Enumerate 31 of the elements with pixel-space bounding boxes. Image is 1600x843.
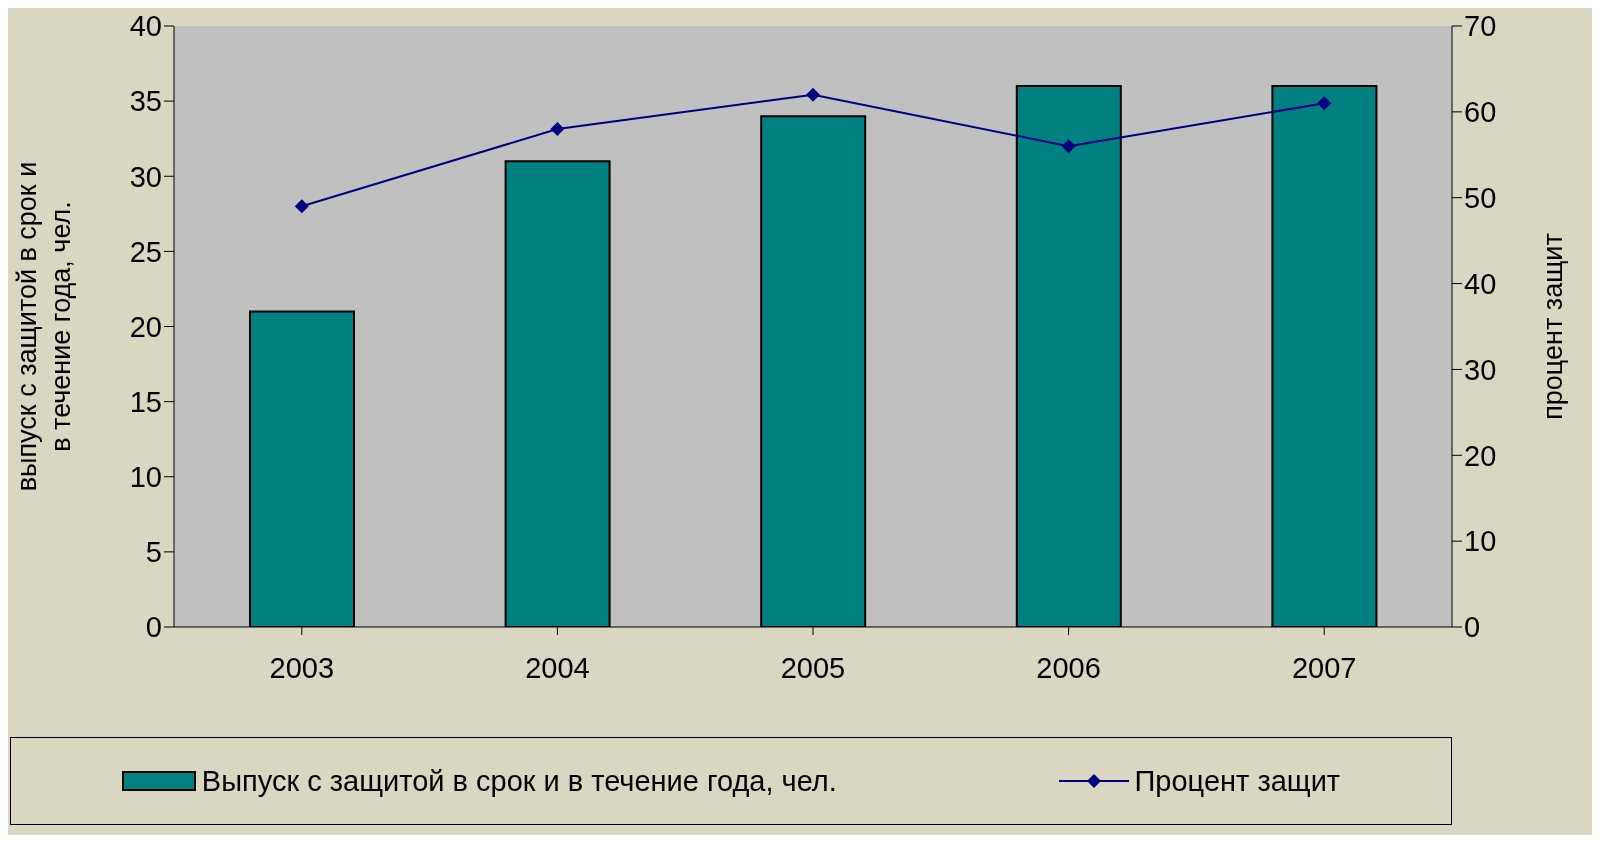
- y2-tick-label: 40: [1464, 267, 1497, 300]
- y2-tick-label: 60: [1464, 96, 1497, 129]
- x-tick-label: 2003: [269, 651, 335, 684]
- y2-axis-title: процент защит: [1538, 233, 1568, 420]
- y-tick-label: 30: [129, 160, 162, 193]
- legend-label: Процент защит: [1134, 764, 1341, 798]
- y-tick-label: 5: [145, 536, 162, 569]
- y2-tick-label: 50: [1464, 182, 1497, 215]
- y-tick-label: 35: [129, 85, 162, 118]
- y2-tick-label: 0: [1464, 611, 1481, 644]
- y-tick-label: 10: [129, 461, 162, 494]
- point: [806, 87, 820, 102]
- x-tick-label: 2004: [525, 651, 590, 684]
- y-tick-label: 40: [129, 10, 162, 43]
- point: [294, 199, 309, 214]
- x-tick-label: 2006: [1036, 651, 1101, 684]
- point: [1061, 139, 1076, 154]
- point: [550, 122, 565, 137]
- y-tick-label: 15: [129, 385, 162, 418]
- y2-tick-label: 30: [1464, 353, 1497, 386]
- x-tick-label: 2007: [1291, 651, 1357, 684]
- x-tick-label: 2005: [780, 651, 846, 684]
- y2-tick-label: 70: [1464, 10, 1497, 43]
- y2-tick-label: 10: [1464, 525, 1497, 558]
- y2-tick-label: 20: [1464, 439, 1497, 472]
- y-tick-label: 20: [129, 310, 162, 343]
- y-tick-label: 25: [129, 235, 162, 268]
- y-tick-label: 0: [145, 611, 162, 644]
- y-axis-title: выпуск с защитой в срок и в течение года, чел.: [12, 161, 76, 492]
- point: [1317, 96, 1332, 111]
- legend-label: Выпуск с защитой в срок и в течение года, чел.: [201, 764, 837, 798]
